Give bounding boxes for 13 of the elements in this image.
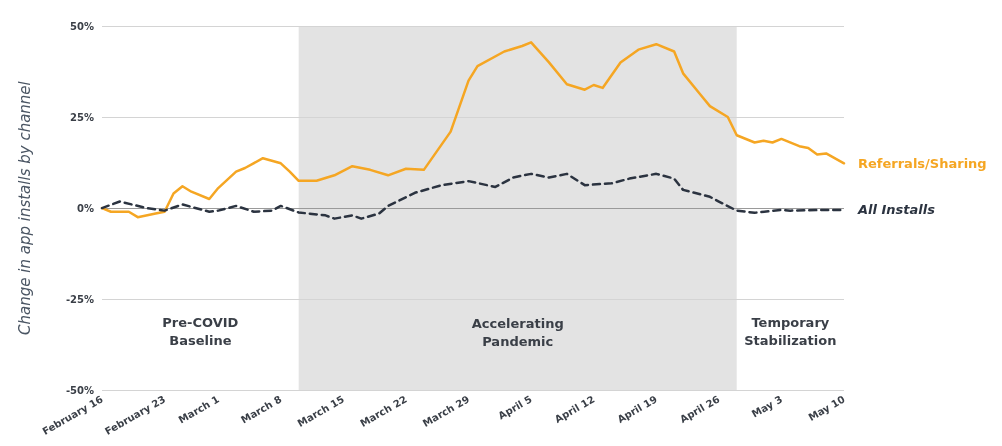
x-tick-label: May 3 (749, 393, 785, 420)
annotation: Pre-COVID Baseline (162, 315, 239, 349)
y-tick-label: 0% (77, 202, 94, 214)
band-label: Accelerating Pandemic (471, 315, 564, 349)
y-tick-label: 25% (70, 111, 94, 123)
annotation: Temporary Stabilization (744, 315, 837, 349)
y-tick-label: -50% (65, 384, 94, 396)
series-label: Referrals/Sharing (858, 155, 987, 171)
series-label: All Installs (857, 202, 936, 218)
y-tick-label: 50% (70, 20, 94, 32)
y-tick-label: -25% (65, 293, 94, 305)
y-axis-title: Change in app installs by channel (15, 80, 34, 335)
x-tick-label: May 10 (806, 393, 847, 424)
